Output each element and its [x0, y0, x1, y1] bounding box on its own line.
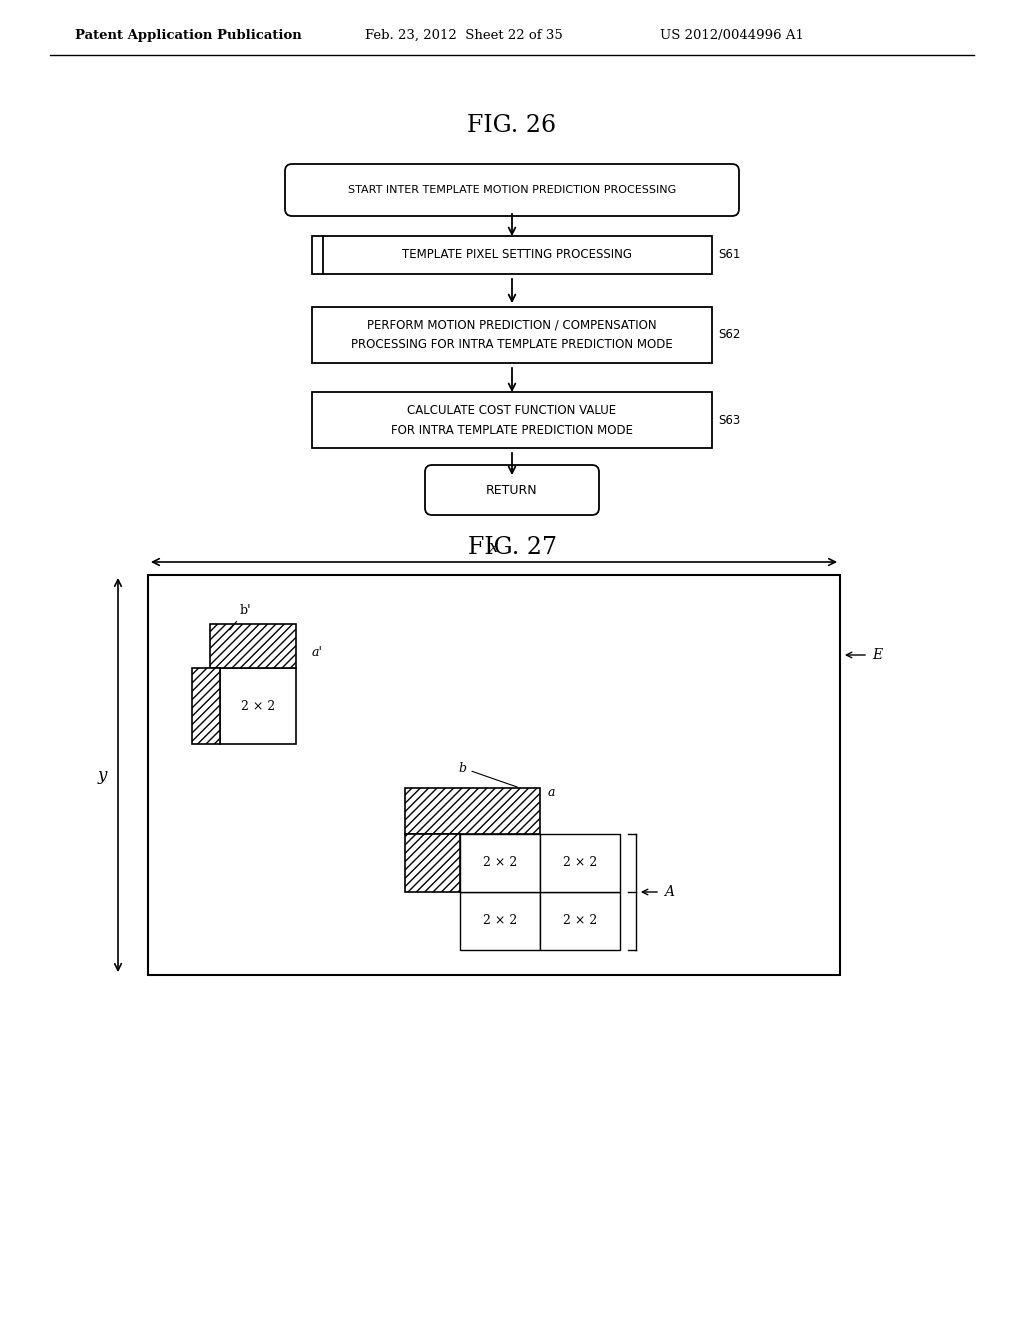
Text: a': a': [312, 645, 323, 659]
Text: 2 × 2: 2 × 2: [563, 915, 597, 928]
Text: A: A: [664, 884, 674, 899]
FancyBboxPatch shape: [406, 788, 540, 834]
Text: S61: S61: [718, 248, 740, 261]
Text: b': b': [229, 603, 252, 630]
Text: CALCULATE COST FUNCTION VALUE: CALCULATE COST FUNCTION VALUE: [408, 404, 616, 417]
Text: 2 × 2: 2 × 2: [483, 857, 517, 870]
Text: S62: S62: [718, 329, 740, 342]
Text: a: a: [548, 787, 555, 800]
Text: 2 × 2: 2 × 2: [483, 915, 517, 928]
FancyBboxPatch shape: [540, 892, 620, 950]
Text: Feb. 23, 2012  Sheet 22 of 35: Feb. 23, 2012 Sheet 22 of 35: [365, 29, 563, 41]
FancyBboxPatch shape: [312, 308, 712, 363]
FancyBboxPatch shape: [312, 392, 712, 447]
Text: TEMPLATE PIXEL SETTING PROCESSING: TEMPLATE PIXEL SETTING PROCESSING: [402, 248, 632, 261]
Text: 2 × 2: 2 × 2: [563, 857, 597, 870]
Text: x: x: [489, 540, 499, 557]
FancyBboxPatch shape: [540, 834, 620, 892]
Text: Patent Application Publication: Patent Application Publication: [75, 29, 302, 41]
FancyBboxPatch shape: [312, 236, 712, 275]
FancyBboxPatch shape: [406, 834, 460, 892]
FancyBboxPatch shape: [460, 892, 540, 950]
Text: US 2012/0044996 A1: US 2012/0044996 A1: [660, 29, 804, 41]
Text: FOR INTRA TEMPLATE PREDICTION MODE: FOR INTRA TEMPLATE PREDICTION MODE: [391, 424, 633, 437]
FancyBboxPatch shape: [148, 576, 840, 975]
FancyBboxPatch shape: [193, 668, 220, 744]
Text: FIG. 27: FIG. 27: [468, 536, 556, 558]
Text: b: b: [459, 762, 517, 787]
Text: E: E: [872, 648, 882, 663]
Text: PERFORM MOTION PREDICTION / COMPENSATION: PERFORM MOTION PREDICTION / COMPENSATION: [368, 318, 656, 331]
Text: FIG. 26: FIG. 26: [467, 114, 557, 136]
FancyBboxPatch shape: [220, 668, 296, 744]
FancyBboxPatch shape: [210, 624, 296, 668]
Text: 2 × 2: 2 × 2: [241, 700, 275, 713]
Text: y: y: [97, 767, 106, 784]
Text: PROCESSING FOR INTRA TEMPLATE PREDICTION MODE: PROCESSING FOR INTRA TEMPLATE PREDICTION…: [351, 338, 673, 351]
FancyBboxPatch shape: [285, 164, 739, 216]
Text: START INTER TEMPLATE MOTION PREDICTION PROCESSING: START INTER TEMPLATE MOTION PREDICTION P…: [348, 185, 676, 195]
Text: RETURN: RETURN: [486, 483, 538, 496]
FancyBboxPatch shape: [460, 834, 540, 892]
Text: S63: S63: [718, 413, 740, 426]
FancyBboxPatch shape: [425, 465, 599, 515]
